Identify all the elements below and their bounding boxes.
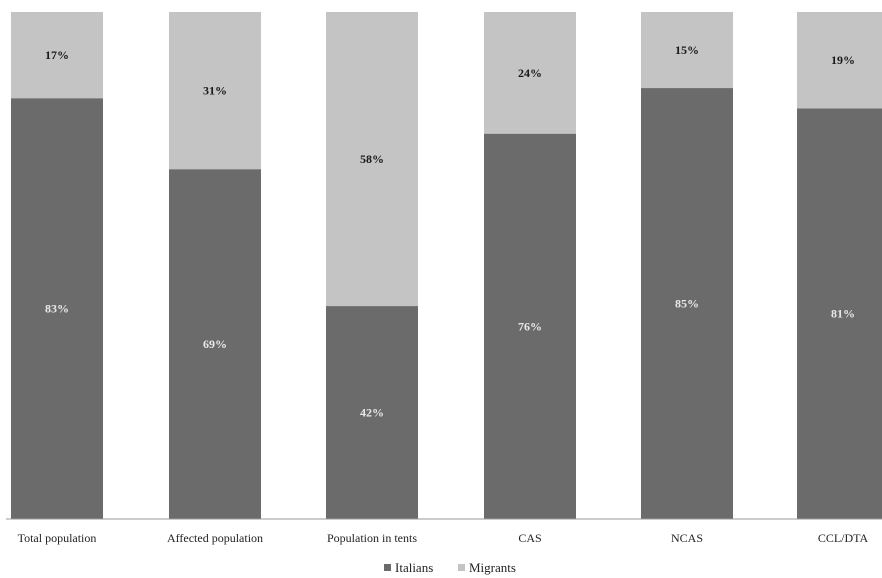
bar-italians-4 (641, 88, 733, 520)
data-label-migrants-5: 19% (831, 53, 855, 67)
legend: Italians Migrants (384, 560, 516, 575)
x-tick-label-2: Population in tents (327, 531, 417, 545)
data-label-italians-1: 69% (203, 337, 227, 351)
bar-italians-2 (326, 306, 418, 519)
x-tick-label-4: NCAS (671, 531, 703, 545)
bars-group: 83% 17% 69% 31% 42% 58% 76% 24% 85% 15% 81% 19% (11, 12, 882, 520)
bar-italians-0 (11, 98, 103, 519)
data-label-italians-2: 42% (360, 406, 384, 420)
bar-italians-3 (484, 133, 576, 519)
data-label-italians-4: 85% (675, 297, 699, 311)
data-label-italians-0: 83% (45, 302, 69, 316)
bar-migrants-4 (641, 12, 733, 89)
bar-migrants-1 (169, 12, 261, 170)
bar-migrants-5 (797, 12, 882, 109)
x-tick-label-0: Total population (18, 531, 97, 545)
x-tick-label-3: CAS (518, 531, 541, 545)
bar-italians-5 (797, 108, 882, 519)
legend-label-italians: Italians (395, 560, 433, 575)
bar-migrants-2 (326, 12, 418, 307)
bar-italians-1 (169, 169, 261, 520)
data-label-migrants-0: 17% (45, 48, 69, 62)
x-tick-label-5: CCL/DTA (818, 531, 869, 545)
legend-swatch-migrants (458, 564, 465, 571)
data-label-migrants-1: 31% (203, 84, 227, 98)
data-label-migrants-2: 58% (360, 152, 384, 166)
data-label-migrants-4: 15% (675, 43, 699, 57)
data-label-italians-3: 76% (518, 319, 542, 333)
bar-migrants-0 (11, 12, 103, 99)
data-label-italians-5: 81% (831, 307, 855, 321)
data-label-migrants-3: 24% (518, 66, 542, 80)
legend-label-migrants: Migrants (469, 560, 516, 575)
x-tick-label-1: Affected population (167, 531, 263, 545)
x-tick-labels: Total population Affected population Popul… (18, 531, 869, 545)
bar-migrants-3 (484, 12, 576, 134)
legend-swatch-italians (384, 564, 391, 571)
